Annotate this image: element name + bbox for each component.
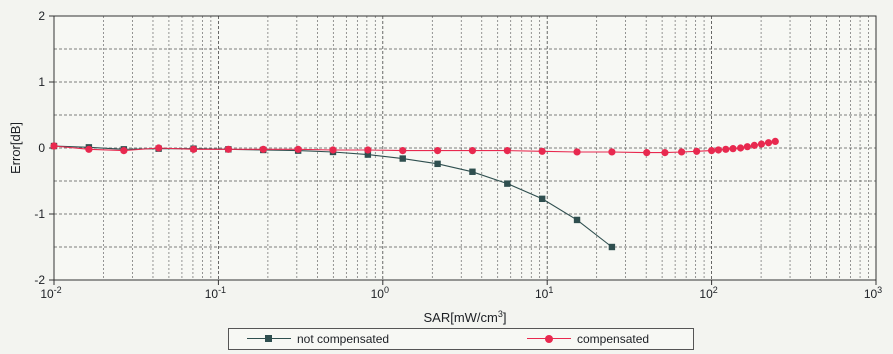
data-point-not-compensated — [504, 180, 511, 187]
x-tick-label: 101 — [535, 285, 553, 301]
data-point-not-compensated — [399, 155, 406, 162]
y-tick-label: 2 — [38, 9, 45, 23]
data-point-not-compensated — [364, 151, 372, 158]
data-point-compensated — [224, 145, 232, 153]
data-point-compensated — [329, 146, 337, 154]
x-tick-label: 10-2 — [40, 285, 61, 301]
data-point-compensated — [85, 145, 93, 153]
data-point-compensated — [743, 143, 751, 151]
data-point-compensated — [120, 147, 128, 155]
y-axis-label: Error[dB] — [8, 122, 23, 174]
y-tick-label: -1 — [34, 207, 45, 221]
data-point-not-compensated — [538, 195, 546, 203]
data-point-not-compensated — [573, 216, 581, 224]
data-point-compensated — [50, 142, 58, 150]
data-point-compensated — [608, 148, 616, 156]
data-point-compensated — [729, 145, 737, 153]
data-point-compensated — [364, 146, 372, 154]
legend-item-compensated: compensated — [461, 329, 693, 349]
data-point-compensated — [573, 148, 581, 156]
data-point-compensated — [757, 140, 766, 148]
legend-item-not-compensated: not compensated — [229, 329, 461, 349]
data-point-compensated — [722, 145, 730, 153]
circle-marker-icon — [527, 333, 571, 345]
data-point-compensated — [678, 148, 686, 156]
data-point-not-compensated — [469, 168, 476, 175]
axis-ticks: -2 -1 0 1 2 10-2 10-1 100 101 102 103 — [34, 9, 882, 301]
data-point-not-compensated — [608, 243, 616, 251]
data-point-compensated — [764, 139, 773, 147]
data-point-compensated — [189, 145, 198, 153]
data-point-compensated — [259, 145, 267, 153]
y-tick-label: 1 — [38, 75, 45, 89]
data-point-compensated — [433, 147, 442, 155]
data-point-compensated — [708, 147, 716, 155]
data-point-compensated — [643, 149, 651, 157]
data-point-not-compensated — [434, 160, 441, 168]
data-point-compensated — [771, 137, 779, 145]
x-axis-label: SAR[mW/cm3] — [423, 309, 506, 325]
data-point-compensated — [714, 146, 723, 154]
legend-label-not-compensated: not compensated — [297, 332, 390, 346]
data-point-compensated — [399, 147, 407, 155]
data-point-compensated — [693, 147, 701, 155]
data-point-compensated — [538, 147, 546, 155]
legend: not compensated compensated — [228, 328, 694, 350]
square-marker-icon — [247, 333, 291, 345]
y-tick-label: 0 — [38, 141, 45, 155]
data-point-compensated — [736, 144, 745, 152]
x-tick-label: 103 — [864, 285, 882, 301]
data-point-compensated — [294, 145, 302, 153]
y-tick-label: -2 — [34, 273, 45, 287]
series-layer — [50, 137, 779, 251]
x-tick-label: 10-1 — [205, 285, 226, 301]
data-point-compensated — [661, 149, 669, 157]
data-point-compensated — [468, 147, 477, 155]
data-point-compensated — [750, 141, 758, 149]
x-tick-label: 102 — [699, 285, 717, 301]
data-point-compensated — [155, 144, 163, 152]
legend-label-compensated: compensated — [577, 332, 650, 346]
data-point-compensated — [503, 147, 511, 155]
x-tick-label: 100 — [371, 285, 389, 301]
